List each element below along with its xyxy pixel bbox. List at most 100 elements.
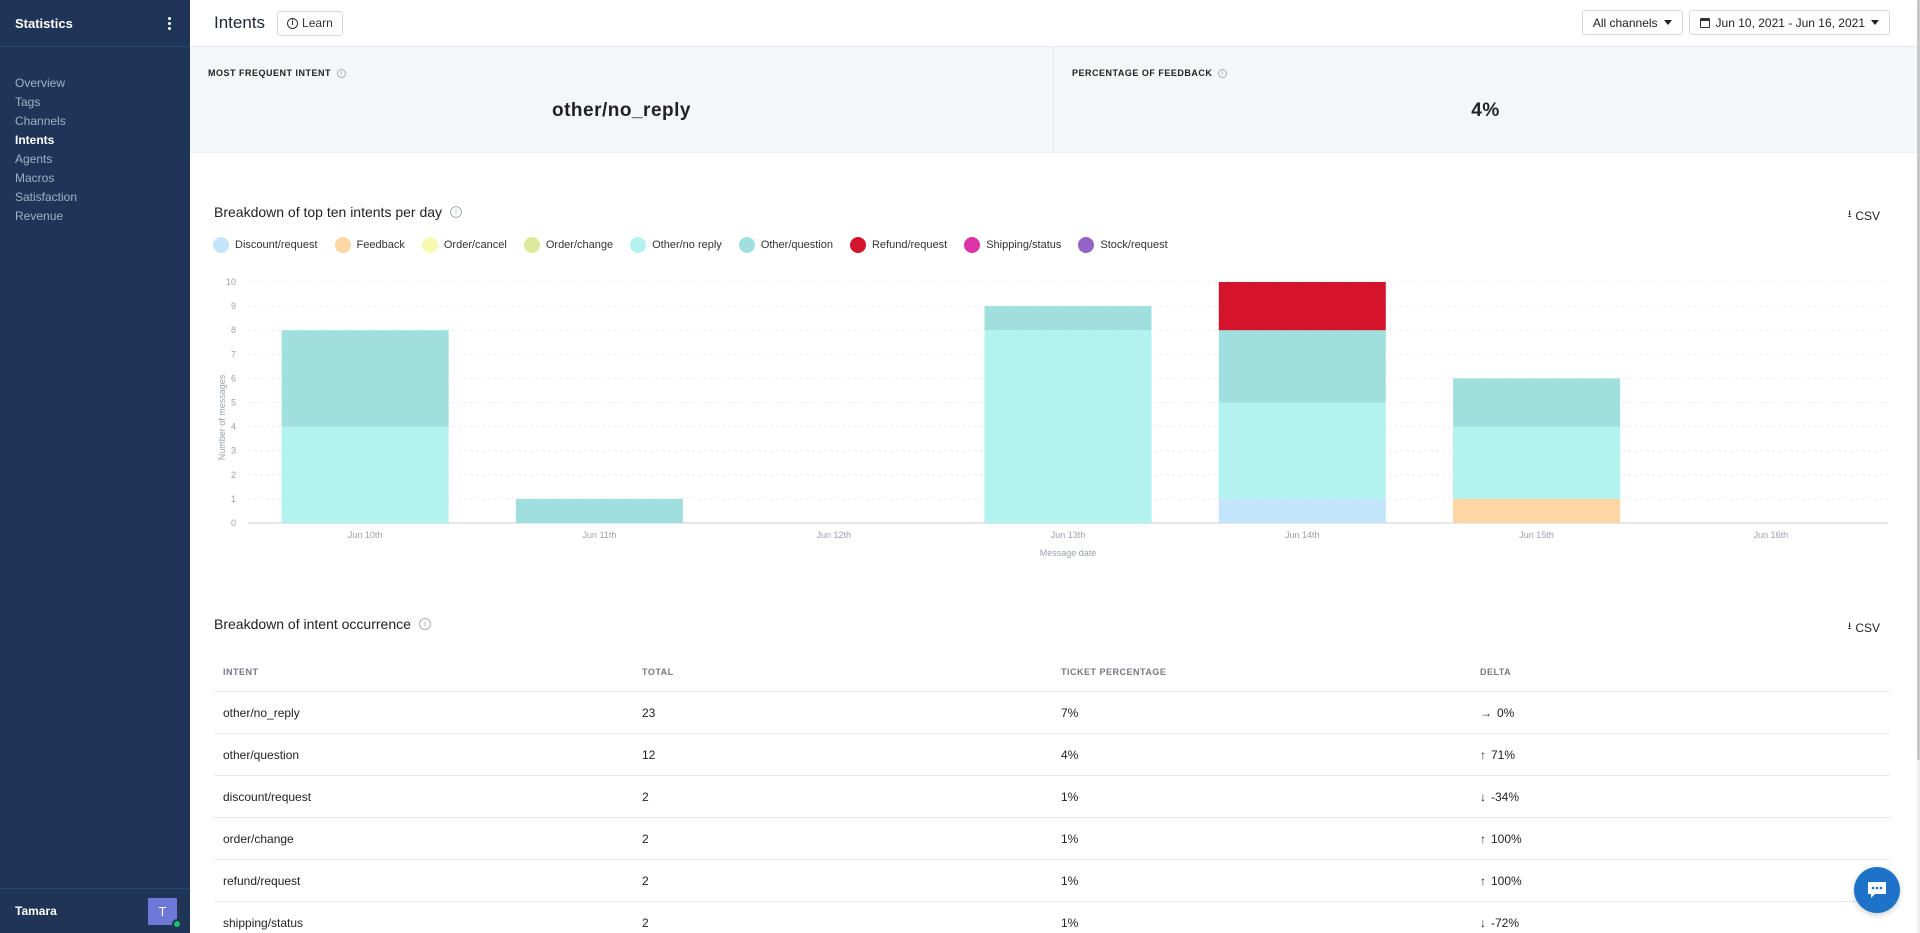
x-tick-label: Jun 10th [348, 530, 383, 540]
legend-item[interactable]: Refund/request [849, 237, 947, 253]
bar-segment[interactable] [1218, 330, 1386, 403]
cell-total: 12 [642, 747, 656, 762]
legend-item[interactable]: Discount/request [213, 237, 318, 253]
sidebar-item-intents[interactable]: Intents [15, 133, 55, 147]
cell-delta: ↓ -34% [1471, 790, 1890, 804]
download-icon: ⭳ [1847, 209, 1852, 220]
arrow-down-icon: ↓ [1480, 915, 1486, 930]
legend-item[interactable]: Shipping/status [964, 237, 1061, 253]
column-header-total[interactable]: TOTAL [642, 667, 674, 677]
legend-label: Discount/request [235, 239, 318, 251]
x-tick-label: Jun 16th [1754, 530, 1789, 540]
x-axis-label: Message date [1040, 548, 1097, 558]
sidebar-item-channels[interactable]: Channels [15, 114, 66, 128]
kpi-cards: MOST FREQUENT INTENT i other/no_reply PE… [190, 47, 1917, 153]
table-csv-button[interactable]: ⭳ CSV [1848, 619, 1880, 636]
bar-segment[interactable] [1218, 282, 1386, 331]
legend-swatch [849, 237, 866, 253]
sidebar-item-macros[interactable]: Macros [15, 171, 55, 185]
delta-value: 100% [1491, 831, 1522, 846]
legend-swatch [523, 237, 540, 253]
legend-label: Feedback [356, 239, 405, 251]
arrow-up-icon: ↑ [1480, 873, 1486, 888]
channel-filter-dropdown[interactable]: All channels [1581, 10, 1683, 35]
cell-ticket-percentage: 1% [1061, 915, 1079, 930]
kpi-label-text: PERCENTAGE OF FEEDBACK [1072, 68, 1213, 78]
cell-intent: discount/request [223, 789, 312, 804]
page-title: Intents [214, 13, 266, 32]
table-row[interactable]: refund/request 2 1% ↑ 100% [214, 860, 1890, 902]
info-icon[interactable]: i [418, 618, 431, 630]
avatar[interactable]: T [148, 897, 182, 929]
y-tick-label: 6 [231, 373, 236, 383]
bar-segment[interactable] [984, 306, 1152, 331]
sidebar-header: Statistics [0, 0, 190, 47]
kpi-most-frequent-intent: MOST FREQUENT INTENT i other/no_reply [190, 47, 1053, 152]
legend-item[interactable]: Order/cancel [421, 237, 507, 253]
bar-segment[interactable] [1218, 498, 1386, 523]
bar-segment[interactable] [281, 426, 449, 523]
more-options-icon[interactable] [163, 15, 175, 31]
delta-value: 100% [1491, 873, 1522, 888]
sidebar: Statistics Overview Tags Channels Intent… [0, 0, 190, 933]
bar-segment[interactable] [515, 498, 683, 523]
sidebar-item-revenue[interactable]: Revenue [15, 209, 64, 223]
calendar-icon [1699, 17, 1710, 28]
table-row[interactable]: other/question 12 4% ↑ 71% [214, 734, 1890, 776]
chart-csv-button[interactable]: ⭳ CSV [1848, 207, 1880, 224]
bar-segment[interactable] [1218, 402, 1386, 499]
bar-segment[interactable] [1453, 378, 1621, 427]
bar-segment[interactable] [1453, 498, 1621, 523]
table-body: other/no_reply 23 7% → 0% other/question 12 4% ↑… [214, 692, 1890, 933]
sidebar-item-overview[interactable]: Overview [15, 76, 66, 90]
cell-delta: ↑ 100% [1471, 874, 1890, 888]
info-icon[interactable]: i [1218, 68, 1228, 78]
y-tick-label: 10 [226, 277, 236, 287]
legend-item[interactable]: Feedback [334, 237, 405, 253]
legend-swatch [213, 237, 229, 253]
sidebar-item-satisfaction[interactable]: Satisfaction [15, 190, 78, 204]
bar-segment[interactable] [281, 330, 449, 427]
x-tick-label: Jun 14th [1285, 530, 1320, 540]
x-tick-label: Jun 13th [1051, 530, 1086, 540]
legend-item[interactable]: Other/question [738, 237, 833, 253]
learn-button[interactable]: i Learn [277, 10, 343, 36]
table-row[interactable]: other/no_reply 23 7% → 0% [214, 692, 1890, 734]
column-header-intent[interactable]: INTENT [223, 667, 259, 677]
chat-button[interactable] [1854, 867, 1900, 913]
arrow-up-icon: ↑ [1480, 831, 1486, 846]
stacked-bar-chart: 0 1 2 3 4 5 6 7 8 9 10 Jun 10th Jun 11th Jun 12th Jun … [217, 277, 1888, 558]
cell-intent: other/no_reply [223, 705, 300, 720]
date-range-value: Jun 10, 2021 - Jun 16, 2021 [1715, 15, 1865, 30]
user-footer[interactable]: Tamara T [0, 888, 190, 933]
column-header-ticket-percentage[interactable]: TICKET PERCENTAGE [1061, 667, 1167, 677]
table-title: Breakdown of intent occurrence [214, 616, 411, 632]
sidebar-item-tags[interactable]: Tags [15, 95, 41, 109]
legend-item[interactable]: Order/change [523, 237, 613, 253]
legend-swatch [964, 237, 981, 253]
sidebar-item-agents[interactable]: Agents [15, 152, 53, 166]
date-range-dropdown[interactable]: Jun 10, 2021 - Jun 16, 2021 [1688, 10, 1890, 35]
table-row[interactable]: order/change 2 1% ↑ 100% [214, 818, 1890, 860]
column-header-delta[interactable]: DELTA [1480, 667, 1512, 677]
scrollbar[interactable] [1917, 0, 1920, 933]
cell-total: 23 [642, 705, 656, 720]
legend-label: Shipping/status [986, 239, 1062, 251]
cell-total: 2 [642, 831, 649, 846]
csv-label: CSV [1855, 620, 1880, 635]
legend-item[interactable]: Other/no reply [630, 237, 722, 253]
chart-title: Breakdown of top ten intents per day [214, 204, 443, 220]
learn-label: Learn [302, 16, 333, 30]
kpi-value: 4% [1471, 100, 1500, 121]
table-row[interactable]: discount/request 2 1% ↓ -34% [214, 776, 1890, 818]
info-icon[interactable]: i [450, 206, 463, 218]
scrollbar-thumb[interactable] [1917, 0, 1920, 760]
table-row[interactable]: shipping/status 2 1% ↓ -72% [214, 902, 1890, 933]
info-icon[interactable]: i [337, 68, 346, 78]
bar-segment[interactable] [1453, 426, 1621, 499]
legend-item[interactable]: Stock/request [1078, 237, 1168, 253]
cell-total: 2 [642, 915, 649, 930]
chart-legend: Discount/request Feedback Order/cancel Orde… [213, 237, 1185, 253]
y-tick-label: 9 [231, 301, 236, 311]
bar-segment[interactable] [984, 330, 1152, 523]
